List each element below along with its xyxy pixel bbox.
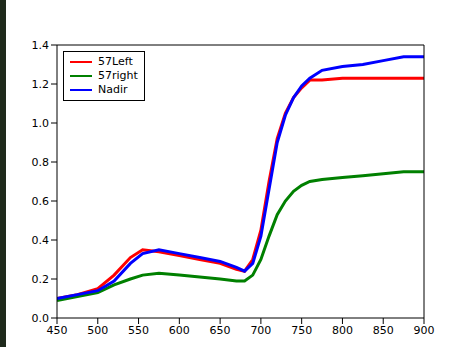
svg-text:850: 850 bbox=[373, 324, 394, 337]
svg-text:700: 700 bbox=[250, 324, 271, 337]
svg-text:800: 800 bbox=[332, 324, 353, 337]
svg-text:450: 450 bbox=[47, 324, 68, 337]
svg-text:0.0: 0.0 bbox=[32, 312, 50, 325]
svg-text:750: 750 bbox=[291, 324, 312, 337]
svg-text:550: 550 bbox=[128, 324, 149, 337]
svg-text:500: 500 bbox=[87, 324, 108, 337]
svg-text:0.2: 0.2 bbox=[32, 273, 50, 286]
html-text:57right: 57right bbox=[98, 69, 138, 82]
svg-text:900: 900 bbox=[414, 324, 435, 337]
svg-text:0.8: 0.8 bbox=[32, 156, 50, 169]
svg-text:0.6: 0.6 bbox=[32, 195, 50, 208]
svg-text:650: 650 bbox=[210, 324, 231, 337]
svg-text:600: 600 bbox=[169, 324, 190, 337]
svg-text:0.4: 0.4 bbox=[32, 234, 50, 247]
html-text:57Left: 57Left bbox=[98, 55, 133, 68]
svg-text:1.2: 1.2 bbox=[32, 78, 50, 91]
svg-text:1.4: 1.4 bbox=[32, 39, 50, 52]
html-text:Nadir: Nadir bbox=[98, 83, 128, 96]
svg-text:1.0: 1.0 bbox=[32, 117, 50, 130]
